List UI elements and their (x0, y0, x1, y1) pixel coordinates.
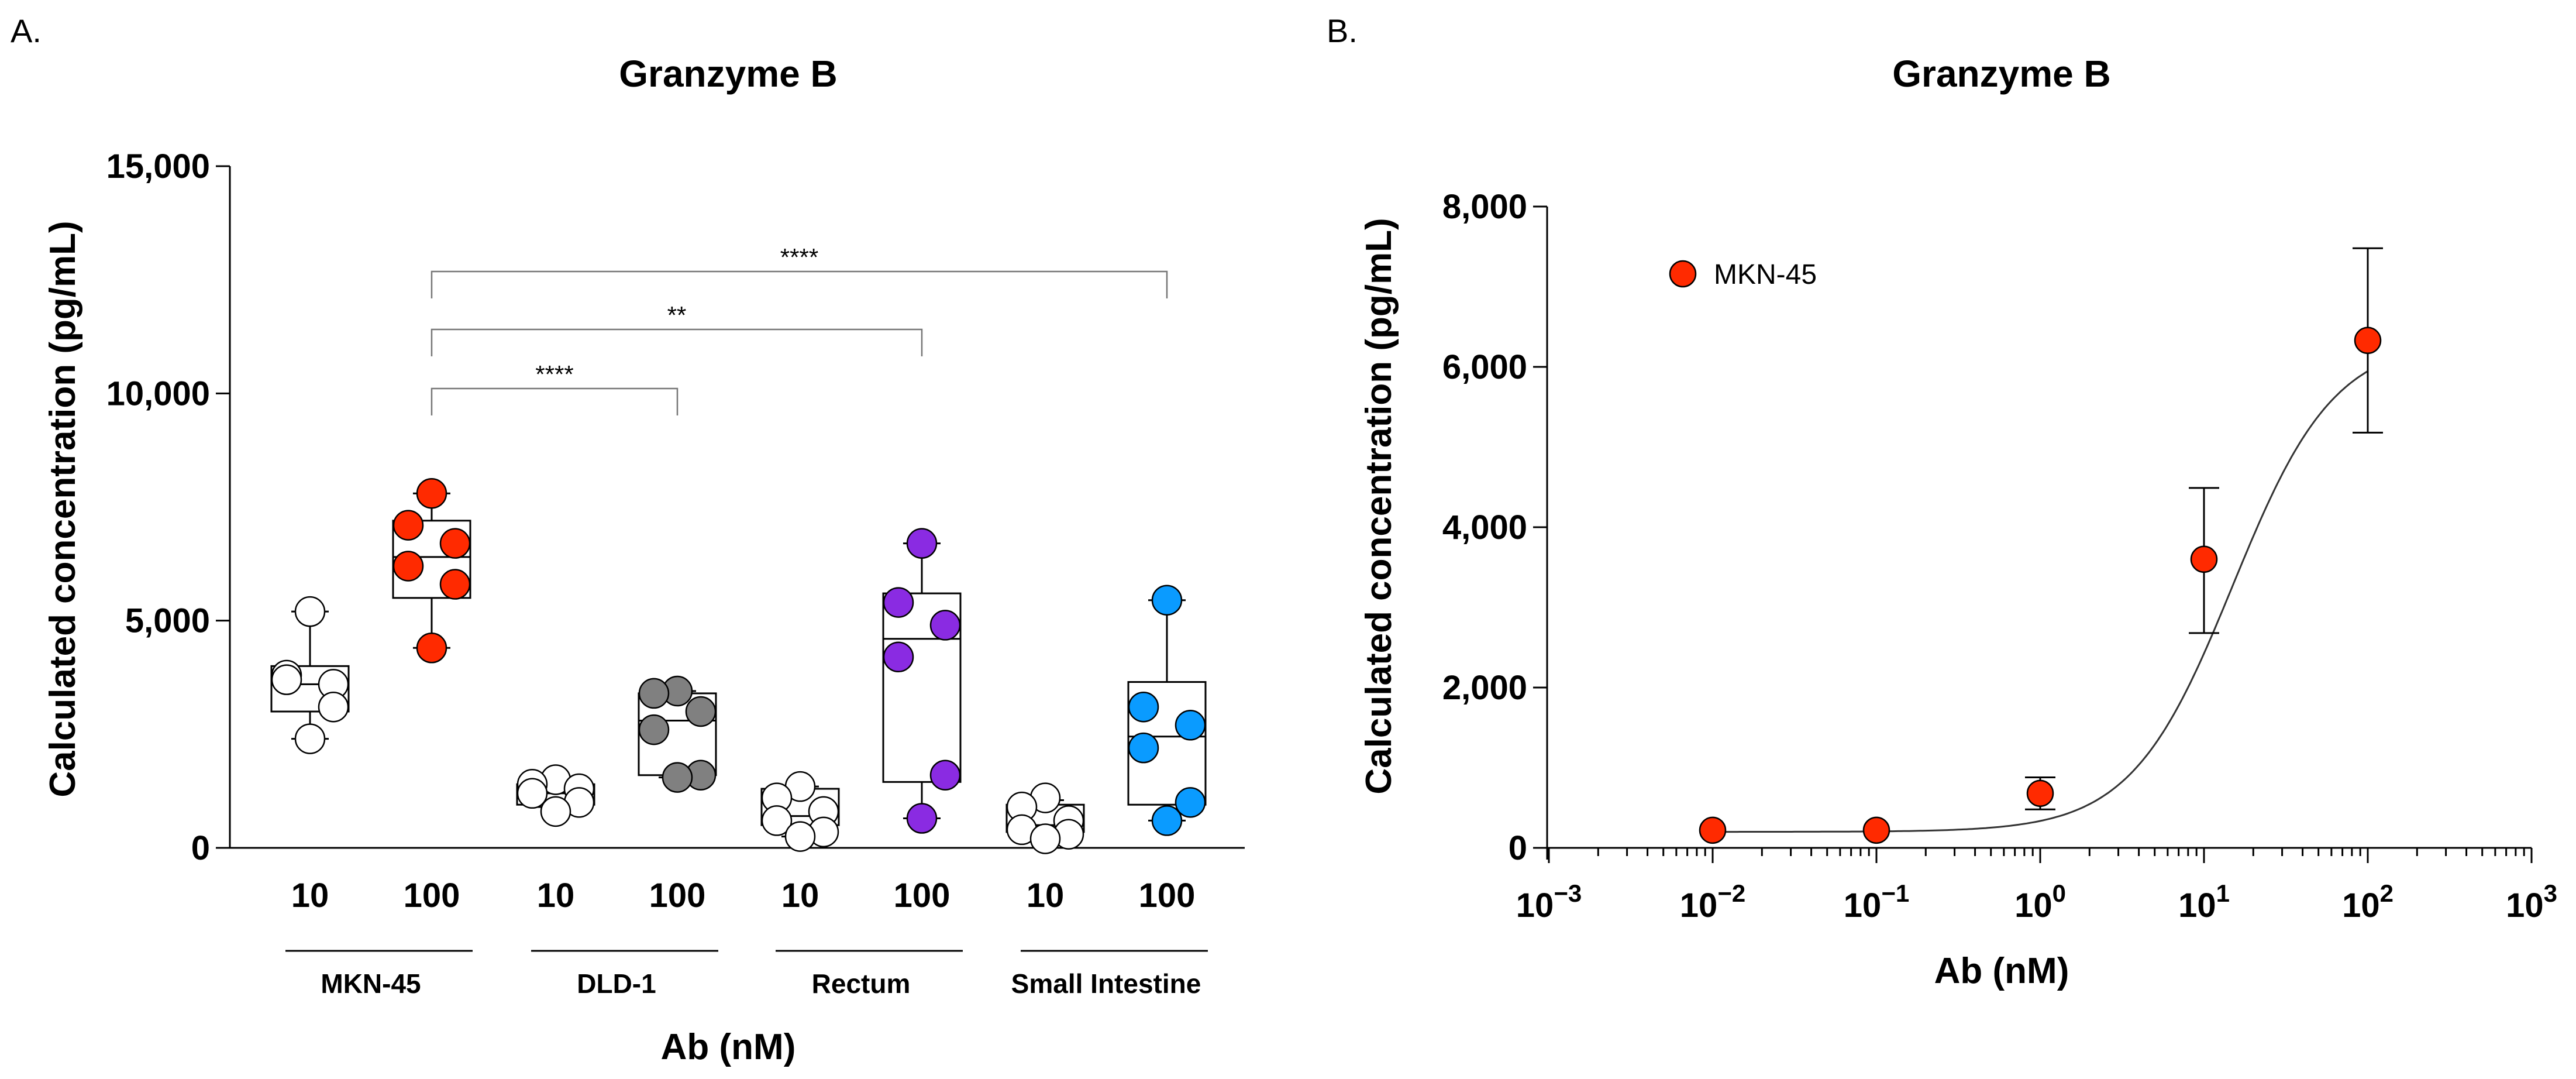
data-point (2026, 779, 2054, 807)
x-tick-label: 100 (1139, 877, 1196, 915)
panel-a-letter: A. (11, 12, 42, 49)
data-point (416, 633, 447, 664)
box-iqr (392, 520, 471, 599)
y-tick-label: 2,000 (1442, 669, 1527, 707)
x-tick-label: 10−1 (1844, 879, 1909, 925)
group-label: Small Intestine (1011, 968, 1201, 999)
data-point (1175, 710, 1206, 741)
data-point (1128, 732, 1159, 764)
chart-b-title: Granzyme B (1892, 53, 2110, 95)
data-point (271, 664, 302, 695)
box-dld-1-10 (516, 764, 595, 827)
data-point (516, 778, 548, 809)
x-tick-label: 102 (2342, 879, 2394, 925)
box-iqr (1127, 681, 1207, 806)
data-point (761, 805, 793, 836)
chart-a-y-axis-label: Calculated concentration (pg/mL) (43, 221, 83, 797)
chart-a: 0 5,000 10,000 15,000 10 100 10 100 10 100 10 100 MK… (106, 147, 1245, 999)
box-small-intestine-100 (1127, 585, 1207, 836)
y-tick-label: 0 (1509, 829, 1527, 867)
data-point (638, 714, 670, 745)
data-point (392, 551, 424, 582)
data-point (685, 696, 717, 727)
data-point (906, 528, 938, 559)
data-point (294, 596, 326, 627)
significance-bracket (431, 270, 1168, 298)
data-point (1175, 787, 1206, 818)
x-tick-label: 10 (1027, 877, 1065, 915)
data-point (638, 678, 670, 709)
y-tick-label: 5,000 (125, 602, 210, 640)
data-point (439, 569, 471, 600)
data-point (1699, 816, 1727, 844)
group-label: MKN-45 (321, 968, 421, 999)
data-point (2354, 327, 2382, 355)
box-dld-1-100 (638, 675, 717, 793)
fit-curve (1713, 370, 2368, 833)
x-tick-label: 100 (649, 877, 706, 915)
x-tick-label: 10 (537, 877, 575, 915)
data-point (439, 528, 471, 559)
x-tick-label: 100 (2014, 879, 2066, 925)
data-point (929, 610, 961, 641)
chart-a-x-axis-label: Ab (nM) (661, 1027, 796, 1067)
panel-b-letter: B. (1327, 12, 1358, 49)
y-tick-label: 6,000 (1442, 348, 1527, 386)
legend-label: MKN-45 (1714, 259, 1817, 290)
box-small-intestine-10 (1005, 782, 1085, 854)
x-tick-label: 10 (781, 877, 819, 915)
data-point (1128, 691, 1159, 723)
y-tick-label: 0 (191, 829, 210, 867)
data-point (929, 760, 961, 791)
data-point (1029, 823, 1061, 854)
data-point (906, 803, 938, 834)
chart-b: 0 2,000 4,000 6,000 8,000 10−3 10−2 10−1 100 101 1… (1442, 188, 2557, 925)
x-tick-label: 10−2 (1680, 879, 1745, 925)
data-point (1862, 816, 1890, 844)
data-point (318, 691, 349, 723)
chart-b-y-axis-label: Calculated concentration (pg/mL) (1359, 218, 1399, 794)
y-tick-label: 15,000 (106, 147, 210, 185)
chart-a-title: Granzyme B (619, 53, 837, 95)
data-point (540, 796, 571, 827)
data-point (392, 510, 424, 541)
data-point (1151, 585, 1183, 616)
box-mkn-45-10 (270, 596, 350, 754)
significance-label: ** (667, 301, 687, 329)
x-tick-label: 101 (2178, 879, 2230, 925)
x-tick-label: 10 (291, 877, 329, 915)
data-point (2190, 545, 2218, 573)
y-tick-label: 10,000 (106, 374, 210, 413)
significance-bracket (431, 328, 923, 356)
x-tick-label: 100 (404, 877, 460, 915)
chart-b-x-axis-label: Ab (nM) (1934, 951, 2069, 991)
box-iqr (882, 592, 962, 783)
x-tick-label: 10−3 (1516, 879, 1582, 925)
significance-bracket (431, 387, 679, 415)
box-rectum-10 (760, 771, 840, 852)
group-label: Rectum (812, 968, 911, 999)
x-tick-label: 100 (894, 877, 950, 915)
legend-marker (1669, 260, 1697, 288)
box-rectum-100 (882, 528, 962, 834)
y-tick-label: 8,000 (1442, 188, 1527, 226)
data-point (1151, 805, 1183, 836)
data-point (662, 762, 693, 793)
data-point (784, 821, 816, 852)
group-label: DLD-1 (577, 968, 656, 999)
x-tick-label: 103 (2506, 879, 2557, 925)
data-point (883, 587, 914, 618)
data-point (416, 477, 447, 509)
y-tick-label: 4,000 (1442, 508, 1527, 547)
data-point (294, 723, 326, 754)
significance-label: **** (780, 243, 818, 271)
significance-label: **** (535, 360, 573, 388)
box-iqr (270, 665, 350, 713)
box-mkn-45-100 (392, 477, 471, 664)
data-point (883, 641, 914, 673)
